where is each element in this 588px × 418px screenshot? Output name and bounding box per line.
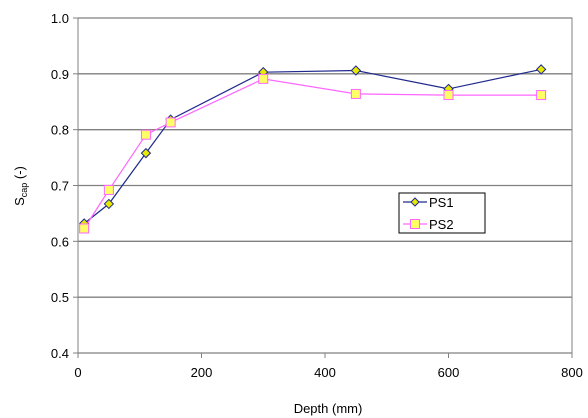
y-axis-label-suffix: (-)	[12, 166, 27, 183]
legend-marker-ps2	[410, 219, 420, 229]
data-point-ps2	[350, 88, 361, 99]
data-point-ps1	[103, 198, 115, 210]
series-ps2	[79, 73, 547, 234]
data-point-ps1	[350, 65, 362, 76]
data-point-ps2	[103, 184, 114, 195]
y-axis-label-subscript: cap	[19, 183, 29, 198]
data-point-ps2	[258, 73, 269, 84]
y-axis-label-main: S	[12, 197, 27, 206]
series-layer	[78, 64, 547, 234]
x-tick-label: 400	[314, 365, 336, 380]
y-axis-label: Scap (-)	[12, 166, 29, 206]
legend-entry-ps1: PS1	[403, 195, 454, 210]
legend-entry-ps2: PS2	[403, 217, 454, 232]
data-point-ps2	[536, 90, 547, 101]
y-tick-label: 1.0	[51, 11, 69, 26]
data-point-ps2	[165, 117, 176, 128]
data-point-ps2	[443, 90, 454, 101]
series-line-ps1	[83, 68, 542, 224]
x-tick-label: 0	[74, 365, 81, 380]
plot-frame	[77, 17, 573, 354]
series-line-ps2	[83, 78, 542, 229]
x-tick-label: 600	[438, 365, 460, 380]
x-axis-label: Depth (mm)	[294, 401, 363, 416]
y-tick-labels: 0.4 0.5 0.6 0.7 0.8 0.9 1.0	[51, 11, 69, 361]
legend-label-ps1: PS1	[429, 195, 454, 210]
legend: PS1 PS2	[398, 192, 486, 234]
y-tick-label: 0.6	[51, 234, 69, 249]
x-tick-label: 800	[561, 365, 583, 380]
y-tick-label: 0.9	[51, 67, 69, 82]
x-tick-label: 200	[191, 365, 213, 380]
grid-lines	[73, 17, 573, 358]
legend-marker-ps1	[410, 197, 420, 207]
y-tick-label: 0.7	[51, 179, 69, 194]
y-tick-label: 0.5	[51, 290, 69, 305]
legend-label-ps2: PS2	[429, 217, 454, 232]
y-tick-label: 0.4	[51, 346, 69, 361]
data-point-ps1	[140, 147, 152, 159]
data-point-ps2	[140, 129, 151, 140]
data-point-ps2	[79, 223, 90, 234]
y-tick-label: 0.8	[51, 123, 69, 138]
data-point-ps1	[535, 64, 547, 75]
x-tick-labels: 0 200 400 600 800	[74, 365, 582, 380]
